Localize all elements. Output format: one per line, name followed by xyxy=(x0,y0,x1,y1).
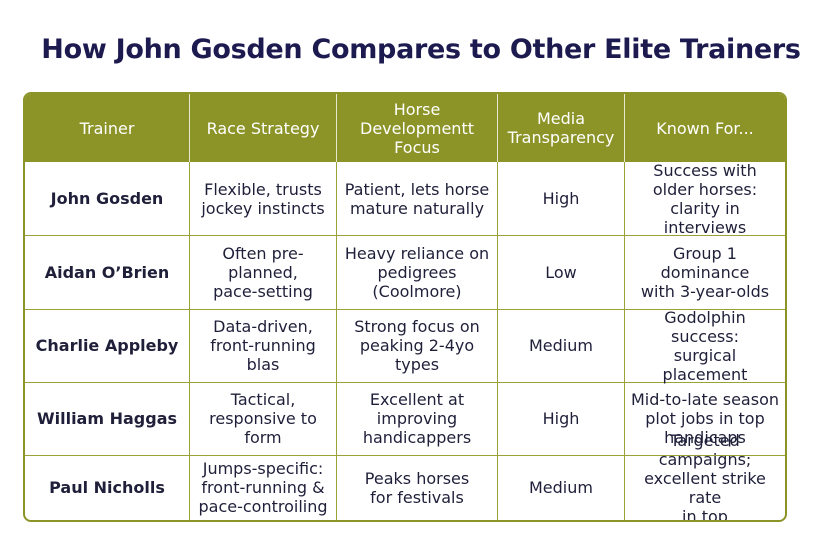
media-transparency-cell: Low xyxy=(498,235,625,309)
development-focus-cell: Peaks horses for festivals xyxy=(337,455,498,520)
known-for-cell: Group 1 dominance with 3-year-olds xyxy=(640,243,770,301)
header-media-transparency: Media Transparency xyxy=(498,94,625,162)
race-strategy-cell: Often pre-planned, pace-setting xyxy=(190,235,337,309)
media-transparency-cell: High xyxy=(498,382,625,455)
media-transparency-cell: Medium xyxy=(498,309,625,382)
header-race-strategy: Race Strategy xyxy=(190,94,337,162)
table-row: Paul Nicholls Jumps-specific: front-runn… xyxy=(25,430,785,522)
header-known-for: Known For... xyxy=(656,118,754,138)
trainer-name: Charlie Appleby xyxy=(25,309,190,382)
table-header-row: Trainer Race Strategy Horse Developmentt… xyxy=(25,94,785,162)
known-for-cell: Mid-to-late season plot jobs in top hand… xyxy=(630,390,779,447)
table-row: John Gosden Flexible, trusts jockey inst… xyxy=(25,160,785,237)
media-transparency-cell: High xyxy=(498,162,625,235)
trainer-name: William Haggas xyxy=(25,382,190,455)
table-row: William Haggas Tactical, responsive to f… xyxy=(25,382,785,456)
header-horse-development-focus: Horse Developmentt Focus xyxy=(337,94,498,162)
development-focus-cell: Heavy reliance on pedigrees (Coolmore) xyxy=(337,235,498,309)
known-for-cell: Godolphin success: surgical placement xyxy=(662,307,748,384)
page-title: How John Gosden Compares to Other Elite … xyxy=(41,34,801,65)
known-for-cell: Success with older horses: clarity in in… xyxy=(652,160,758,237)
trainer-name: Paul Nicholls xyxy=(25,455,190,520)
known-for-cell: Targeted campaigns; excellent strike rat… xyxy=(644,430,766,522)
race-strategy-cell: Tactical, responsive to form xyxy=(190,382,337,455)
comparison-table: Trainer Race Strategy Horse Developmentt… xyxy=(23,92,787,522)
table-row: Aidan O’Brien Often pre-planned, pace-se… xyxy=(25,235,785,310)
trainer-name: John Gosden xyxy=(25,162,190,235)
development-focus-cell: Excellent at improving handicappers xyxy=(337,382,498,455)
header-trainer: Trainer xyxy=(25,94,190,162)
trainer-name: Aidan O’Brien xyxy=(25,235,190,309)
development-focus-cell: Patient, lets horse mature naturally xyxy=(337,162,498,235)
race-strategy-cell: Jumps-specific: front-running & pace-con… xyxy=(190,455,337,520)
development-focus-cell: Strong focus on peaking 2-4yo types xyxy=(337,309,498,382)
race-strategy-cell: Flexible, trusts jockey instincts xyxy=(190,162,337,235)
race-strategy-cell: Data-driven, front-running blas xyxy=(190,309,337,382)
table-row: Charlie Appleby Data-driven, front-runni… xyxy=(25,307,785,384)
media-transparency-cell: Medium xyxy=(498,455,625,520)
